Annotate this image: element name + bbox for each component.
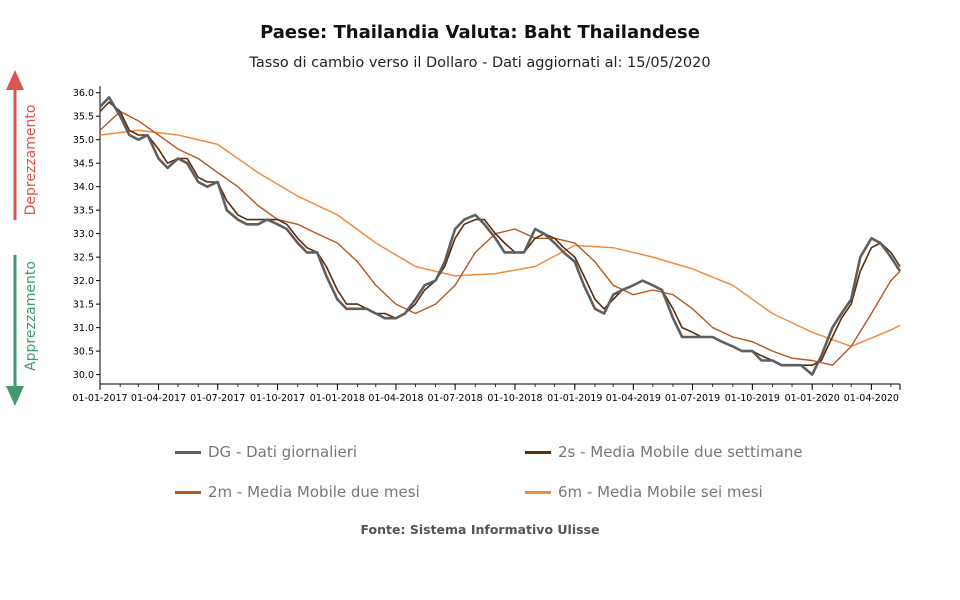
x-tick-label: 01-07-2019 (665, 393, 720, 404)
x-tick-label: 01-04-2020 (844, 393, 899, 404)
appreciation-label: Apprezzamento (23, 261, 39, 371)
chart-canvas: Deprezzamento Apprezzamento 30.0 30.5 31.0… (6, 70, 902, 406)
x-tick-label: 01-07-2018 (428, 393, 483, 404)
legend-swatch-6m (525, 490, 551, 494)
chart-source: Fonte: Sistema Informativo Ulisse (360, 522, 600, 537)
legend-item-6m[interactable]: 6m - Media Mobile sei mesi (525, 483, 763, 501)
series-layer (99, 96, 902, 376)
y-tick-label: 32.0 (73, 276, 94, 287)
y-tick-label: 33.0 (73, 229, 94, 240)
x-tick-label: 01-04-2019 (606, 393, 661, 404)
y-tick-label: 30.0 (73, 370, 94, 381)
legend-label-dg: DG - Dati giornalieri (208, 443, 358, 461)
appreciation-arrow-head-icon (6, 386, 24, 406)
depreciation-indicator: Deprezzamento (6, 70, 39, 220)
x-tick-label: 01-04-2017 (131, 393, 186, 404)
x-tick-label: 01-10-2018 (487, 393, 542, 404)
y-tick-label: 30.5 (73, 347, 94, 358)
x-tick-label: 01-01-2020 (785, 393, 840, 404)
legend-label-2s: 2s - Media Mobile due settimane (558, 443, 803, 461)
legend-swatch-dg (175, 450, 201, 454)
x-tick-label: 01-10-2019 (725, 393, 780, 404)
series-line-2s (99, 101, 901, 367)
depreciation-arrow-head-icon (6, 70, 24, 90)
y-tick-label: 31.5 (73, 300, 94, 311)
y-tick-label: 31.0 (73, 323, 94, 334)
series-line-2m (99, 110, 901, 366)
x-tick-label: 01-01-2019 (547, 393, 602, 404)
y-tick-label: 34.0 (73, 182, 94, 193)
x-tick-label: 01-04-2018 (368, 393, 423, 404)
x-tick-label: 01-10-2017 (250, 393, 305, 404)
legend-swatch-2m (175, 490, 201, 494)
x-tick-label: 01-07-2017 (190, 393, 245, 404)
y-tick-label: 35.0 (73, 135, 94, 146)
legend-item-dg[interactable]: DG - Dati giornalieri (175, 443, 357, 461)
y-tick-label: 34.5 (73, 159, 94, 170)
legend-item-2m[interactable]: 2m - Media Mobile due mesi (175, 483, 420, 501)
y-tick-label: 35.5 (73, 112, 94, 123)
x-tick-label: 01-01-2018 (310, 393, 365, 404)
legend-label-6m: 6m - Media Mobile sei mesi (558, 483, 763, 501)
chart-title: Paese: Thailandia Valuta: Baht Thailande… (260, 22, 700, 43)
appreciation-indicator: Apprezzamento (6, 255, 39, 406)
y-tick-label: 32.5 (73, 253, 94, 264)
chart-axes: 30.0 30.5 31.0 31.5 32.0 32.5 33.0 33.5 34.0 34.5… (72, 86, 901, 404)
chart-subtitle: Tasso di cambio verso il Dollaro - Dati … (249, 55, 711, 71)
series-line-dg (99, 96, 902, 376)
y-tick-label: 33.5 (73, 206, 94, 217)
y-tick-label: 36.0 (73, 88, 94, 99)
legend-swatch-2s (525, 450, 551, 454)
depreciation-label: Deprezzamento (23, 105, 39, 216)
x-tick-label: 01-01-2017 (72, 393, 127, 404)
legend-item-2s[interactable]: 2s - Media Mobile due settimane (525, 443, 803, 461)
series-line-6m (99, 129, 901, 348)
legend-label-2m: 2m - Media Mobile due mesi (208, 483, 420, 501)
